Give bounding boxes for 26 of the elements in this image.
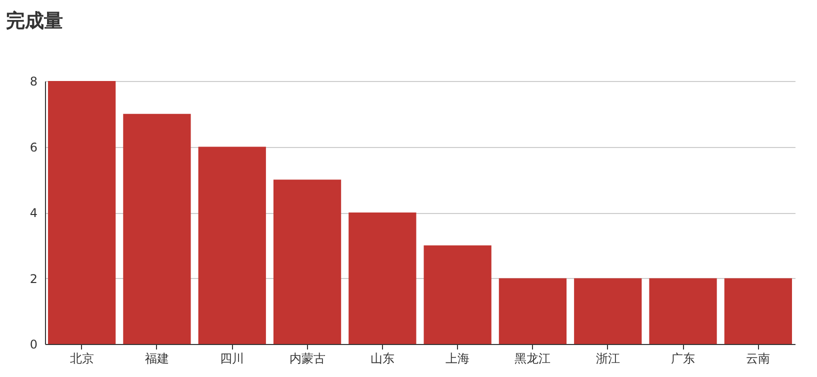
y-tick-label: 0 [30,338,38,352]
bar [198,146,266,344]
x-tick-label: 山东 [370,352,394,366]
x-tick-label: 浙江 [596,352,620,366]
bar [649,278,717,344]
x-tick-label: 四川 [220,352,244,366]
x-tick-label: 福建 [144,352,169,366]
x-tick-label: 广东 [671,352,696,366]
x-tick-label: 云南 [746,352,770,366]
y-tick-label: 4 [30,206,38,220]
x-tick-label: 北京 [70,352,94,366]
bar [498,278,567,344]
bar [348,212,416,344]
bar [273,180,342,344]
x-tick-label: 内蒙古 [289,352,326,366]
bar [123,114,191,344]
bar [574,278,642,344]
x-tick-label: 上海 [446,352,470,366]
chart-title: 完成量 [6,10,63,32]
bar [424,245,492,344]
y-tick-label: 8 [30,74,38,88]
y-tick-label: 6 [30,140,38,154]
x-tick-label: 黑龙江 [514,352,551,366]
bar [48,81,116,344]
y-tick-label: 2 [30,272,38,286]
bar [724,278,792,344]
